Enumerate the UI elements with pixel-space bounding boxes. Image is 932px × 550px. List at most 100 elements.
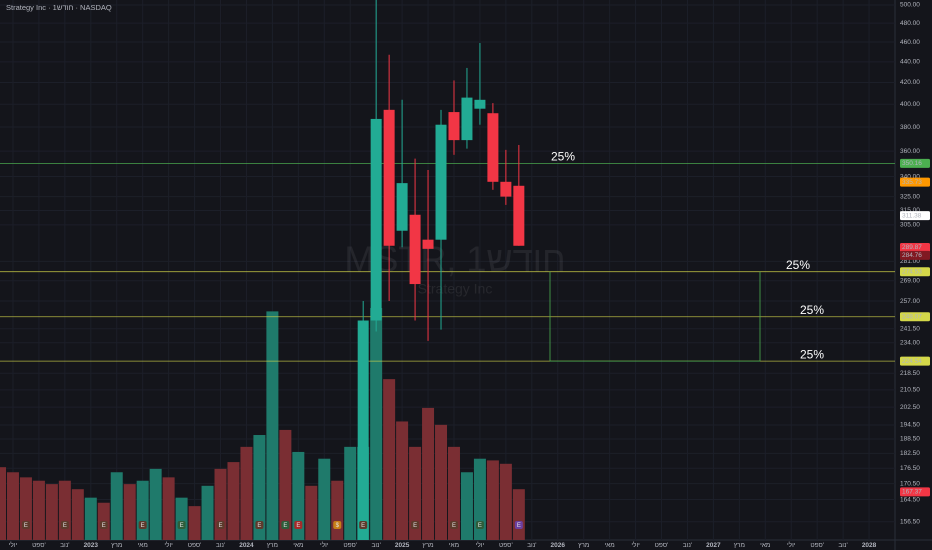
volume-bar [499,463,512,540]
y-tick-label: 460.00 [900,39,920,46]
y-tick-label: 400.00 [900,101,920,108]
x-tick-label: מרץ [422,542,433,549]
plot [0,0,895,540]
event-marker [333,521,342,529]
level-price-box [900,312,930,322]
volume-bar [331,480,344,540]
y-tick-label: 380.00 [900,124,920,131]
event-marker [21,521,30,529]
x-tick-label: 2023 [84,542,99,549]
y-tick-label: 305.00 [900,222,920,229]
volume-bar [136,480,149,540]
event-label: E [452,523,456,529]
event-label: E [361,523,365,529]
volume-bar [396,421,409,540]
volume-bar [175,497,188,540]
x-tick-label: ספט' [32,542,46,549]
y-tick-label: 234.00 [900,339,920,346]
grid [0,0,895,540]
price-label: 167.37 [902,489,922,496]
volume-bar [71,489,84,540]
level-price-box [900,267,930,277]
y-tick-label: 218.50 [900,370,920,377]
y-tick-label: 202.50 [900,404,920,411]
volume-bar [45,484,58,540]
volume-bar [240,446,253,540]
y-tick-label: 480.00 [900,20,920,27]
x-tick-label: יולי [164,541,173,549]
volume-bar [123,484,136,540]
y-tick-label: 170.50 [900,480,920,487]
y-tick-label: 241.50 [900,325,920,332]
level-note: 25% [800,347,824,361]
x-tick-label: 2026 [551,542,566,549]
level-price-label: 274.53 [902,268,922,275]
event-label: E [218,523,222,529]
price-label: 289.87 [902,244,922,251]
x-tick-label: 2027 [706,542,721,549]
x-tick-label: מרץ [734,542,745,549]
volume-bar [318,458,331,540]
axes: 500.00 480.00 460.00 440.00 420.00 400.00 380.… [9,2,930,549]
y-tick-label: 194.50 [900,422,920,429]
price-label: 311.38 [902,212,922,219]
candle-body [357,320,369,540]
x-tick-label: מרץ [578,542,589,549]
event-label: E [102,523,106,529]
volume-bar [460,472,473,540]
level-price-box [900,158,930,168]
volume-bar [447,446,460,540]
candle-body [370,118,382,321]
x-tick-label: מאי [760,542,770,549]
y-tick-label: 156.50 [900,518,920,525]
event-label: E [63,523,67,529]
y-tick-label: 182.50 [900,450,920,457]
candle-body [383,109,395,246]
x-tick-label: ספט' [810,542,824,549]
event-marker [60,521,69,529]
x-tick-label: ספט' [188,542,202,549]
volume-bar [473,458,486,540]
event-marker [99,521,108,529]
candle-body [435,124,447,240]
x-tick-label: 2024 [239,542,254,549]
volume-bar [214,468,227,540]
candle-body [513,185,525,246]
volume-bar [292,451,305,540]
x-tick-label: יולי [476,541,485,549]
level-price-label: 224.54 [902,358,922,365]
price-label-box [900,177,930,187]
y-tick-label: 281.00 [900,258,920,265]
price-label-box [900,250,930,260]
volume-bar [383,379,396,540]
x-tick-label: מאי [449,542,459,549]
volume-bar [58,480,71,540]
x-tick-label: נוב' [216,542,225,549]
candle-body [396,183,408,231]
x-tick-label: יולי [787,541,796,549]
y-tick-label: 360.00 [900,148,920,155]
event-marker [294,521,303,529]
x-tick-label: מאי [293,542,303,549]
x-tick-label: נוב' [527,542,536,549]
x-tick-label: מרץ [111,542,122,549]
volume-bar [162,477,175,540]
y-tick-label: 315.00 [900,207,920,214]
x-tick-label: 2025 [395,542,410,549]
volume-bar [201,485,214,540]
y-tick-label: 164.50 [900,496,920,503]
event-label: $ [336,523,340,529]
volume-bar [305,485,318,540]
volume-bar [370,308,383,540]
candle-body [474,99,486,109]
y-tick-label: 269.00 [900,277,920,284]
price-label-box [900,242,930,252]
event-marker [359,521,368,529]
price-label-box [900,211,930,221]
watermark-name: Strategy Inc [418,281,493,297]
x-tick-label: נוב' [683,542,692,549]
event-label: E [180,523,184,529]
y-tick-label: 340.00 [900,173,920,180]
volume-bar [188,506,201,540]
